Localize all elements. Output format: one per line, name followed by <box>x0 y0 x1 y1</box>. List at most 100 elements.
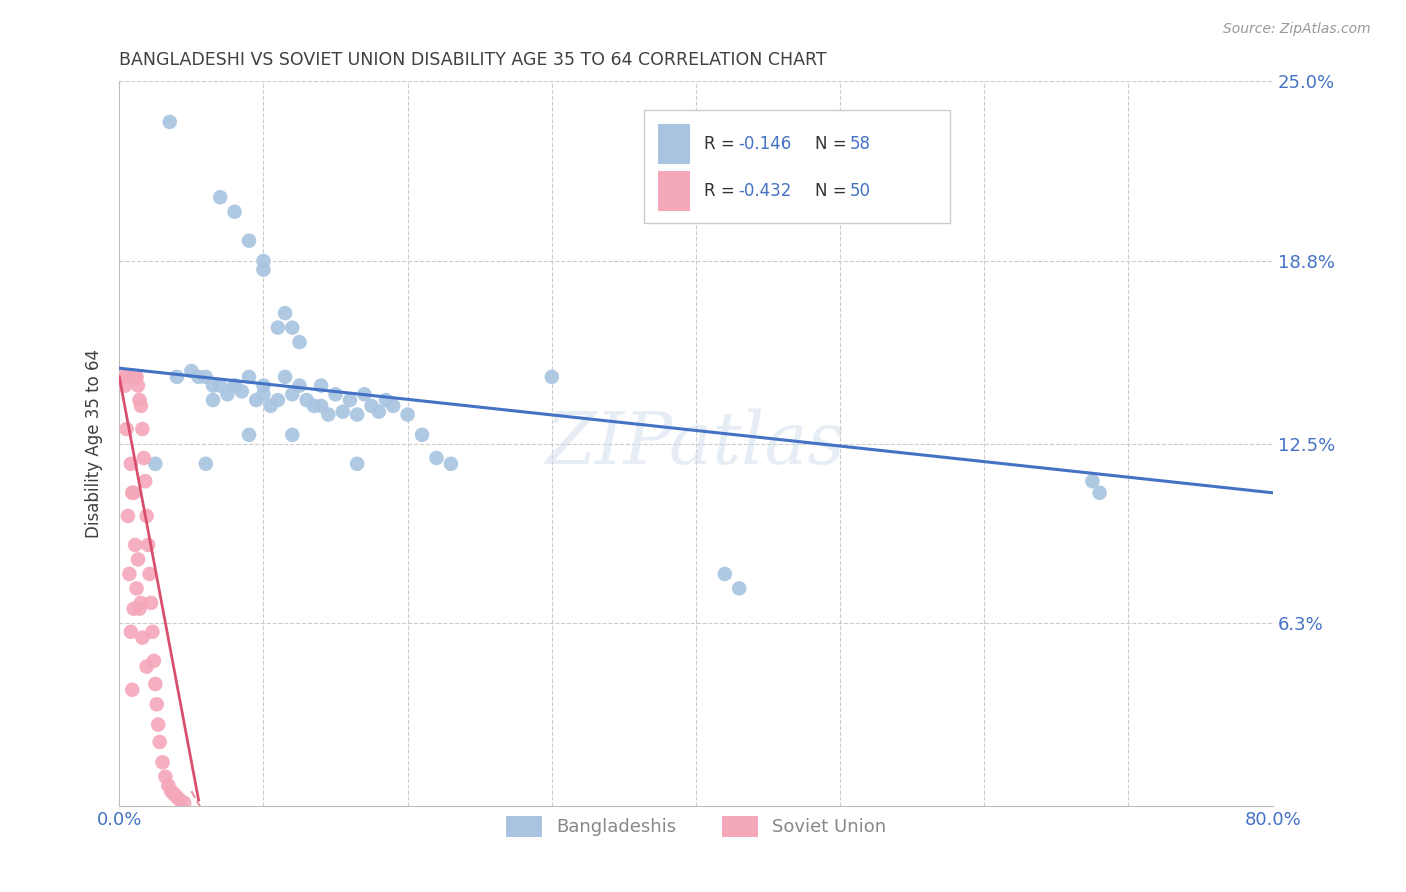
Point <box>152 756 174 770</box>
Point <box>238 234 260 248</box>
Point <box>121 370 143 384</box>
Point <box>135 508 157 523</box>
Text: BANGLADESHI VS SOVIET UNION DISABILITY AGE 35 TO 64 CORRELATION CHART: BANGLADESHI VS SOVIET UNION DISABILITY A… <box>120 51 827 69</box>
Text: -0.432: -0.432 <box>738 182 792 200</box>
Point <box>231 384 253 399</box>
Point <box>339 393 361 408</box>
Legend: Bangladeshis, Soviet Union: Bangladeshis, Soviet Union <box>499 808 893 844</box>
FancyBboxPatch shape <box>658 171 690 211</box>
Text: -0.146: -0.146 <box>738 135 792 153</box>
Point <box>288 335 311 350</box>
Point <box>201 378 224 392</box>
Point <box>129 399 152 413</box>
Point <box>112 370 135 384</box>
Point <box>128 393 150 408</box>
Point <box>353 387 375 401</box>
Point <box>149 735 172 749</box>
Y-axis label: Disability Age 35 to 64: Disability Age 35 to 64 <box>86 349 103 538</box>
Point <box>166 790 188 805</box>
Text: R =: R = <box>704 135 740 153</box>
Point <box>382 399 405 413</box>
Point <box>238 370 260 384</box>
Point <box>325 387 347 401</box>
Point <box>139 596 162 610</box>
Point <box>134 474 156 488</box>
Point <box>143 677 166 691</box>
Point <box>143 457 166 471</box>
Point <box>411 427 433 442</box>
Point <box>132 450 155 465</box>
Point <box>728 582 751 596</box>
Point <box>252 387 274 401</box>
Point <box>224 378 246 392</box>
Point <box>318 408 340 422</box>
Point <box>129 596 152 610</box>
Text: Source: ZipAtlas.com: Source: ZipAtlas.com <box>1223 22 1371 37</box>
Point <box>281 387 304 401</box>
Point <box>274 370 297 384</box>
Point <box>145 698 167 712</box>
Point <box>224 378 246 392</box>
Point <box>302 399 325 413</box>
Point <box>127 552 149 566</box>
Point <box>121 485 143 500</box>
Text: N =: N = <box>814 182 852 200</box>
Point <box>267 393 290 408</box>
Point <box>252 262 274 277</box>
Point <box>309 399 332 413</box>
Point <box>128 601 150 615</box>
Point <box>125 370 148 384</box>
Point <box>194 457 217 471</box>
Point <box>163 787 186 801</box>
Point <box>288 378 311 392</box>
Point <box>267 320 290 334</box>
Point <box>122 485 145 500</box>
Point <box>127 378 149 392</box>
Point <box>115 422 138 436</box>
Point <box>120 624 142 639</box>
Point <box>252 254 274 268</box>
Point <box>169 793 191 807</box>
Point <box>131 631 153 645</box>
Point <box>259 399 281 413</box>
Point <box>155 770 177 784</box>
Point <box>117 508 139 523</box>
Point <box>209 190 232 204</box>
Point <box>114 378 136 392</box>
Point <box>238 427 260 442</box>
Point <box>157 779 180 793</box>
Point <box>346 408 368 422</box>
Point <box>141 624 163 639</box>
Point <box>425 450 447 465</box>
Point <box>245 393 267 408</box>
Point <box>187 370 209 384</box>
Point <box>346 457 368 471</box>
Point <box>375 393 398 408</box>
Point <box>159 115 181 129</box>
FancyBboxPatch shape <box>644 111 949 223</box>
Point <box>217 387 239 401</box>
FancyBboxPatch shape <box>658 124 690 164</box>
Point <box>281 320 304 334</box>
Point <box>124 538 146 552</box>
Point <box>173 796 195 810</box>
Point <box>120 370 142 384</box>
Point <box>122 370 145 384</box>
Point <box>252 378 274 392</box>
Point <box>148 717 170 731</box>
Point <box>1081 474 1104 488</box>
Point <box>121 682 143 697</box>
Point <box>180 364 202 378</box>
Point <box>124 370 146 384</box>
Text: N =: N = <box>814 135 852 153</box>
Point <box>309 378 332 392</box>
Point <box>274 306 297 320</box>
Point <box>160 784 183 798</box>
Point <box>440 457 463 471</box>
Point <box>166 370 188 384</box>
Point <box>367 404 389 418</box>
Point <box>135 659 157 673</box>
Point <box>714 566 737 581</box>
Point <box>131 422 153 436</box>
Text: ZIPatlas: ZIPatlas <box>546 409 846 479</box>
